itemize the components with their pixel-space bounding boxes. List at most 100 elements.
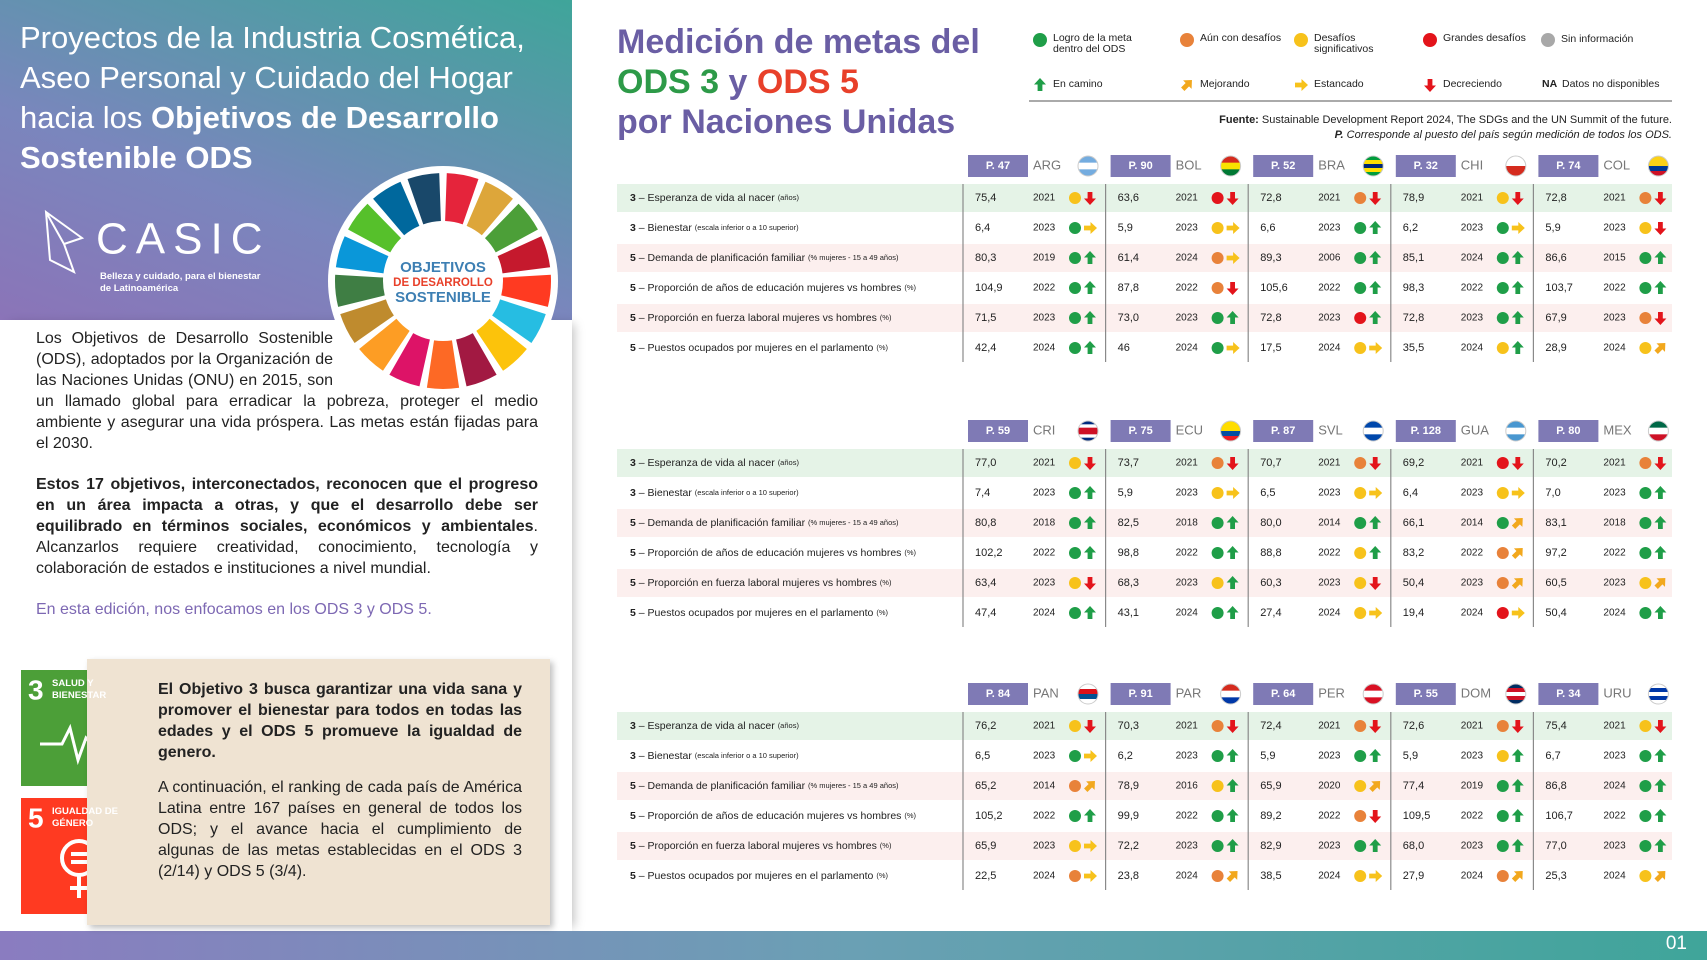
rank: P. 74 xyxy=(1556,160,1581,172)
row-bg xyxy=(617,569,1672,597)
row-label: 3 – Esperanza de vida al nacer (años) xyxy=(630,720,799,732)
cell-year: 2018 xyxy=(1033,518,1056,529)
flag-ring xyxy=(1647,683,1669,705)
status-dot xyxy=(1354,547,1367,559)
cell-year: 2021 xyxy=(1176,721,1199,732)
cell-year: 2018 xyxy=(1176,518,1199,529)
wheel-segment xyxy=(445,173,479,225)
cell-value: 72,8 xyxy=(1403,312,1424,324)
flag-stripe xyxy=(1220,169,1241,176)
cell-year: 2021 xyxy=(1033,193,1056,204)
trend-arrow xyxy=(1369,607,1383,619)
logo-name: CASIC xyxy=(96,215,270,264)
status-dot xyxy=(1639,607,1652,619)
cell-value: 66,1 xyxy=(1403,517,1424,529)
country-code: ECU xyxy=(1176,422,1203,437)
flag-stripe xyxy=(1220,690,1241,698)
row-goal: 5 xyxy=(630,312,636,324)
rank-box xyxy=(1538,155,1599,177)
cell-year: 2023 xyxy=(1176,313,1199,324)
status-dot xyxy=(1639,720,1652,732)
cell-value: 109,5 xyxy=(1403,810,1431,822)
status-dot xyxy=(1639,487,1652,499)
cell-year: 2024 xyxy=(1461,608,1484,619)
row-bg xyxy=(617,712,1672,740)
trend-arrow xyxy=(1511,281,1524,294)
wheel-label: DE DESARROLLO xyxy=(393,277,493,289)
trend-arrow xyxy=(1084,192,1096,205)
row-note: (%) xyxy=(876,608,888,617)
country-code: CHI xyxy=(1461,157,1483,172)
trend-arrow xyxy=(1369,781,1381,792)
cell-year: 2023 xyxy=(1461,841,1484,852)
cell-year: 2023 xyxy=(1603,488,1626,499)
status-dot xyxy=(1541,33,1555,47)
cell-year: 2018 xyxy=(1603,518,1626,529)
flag-stripe xyxy=(1648,684,1669,689)
status-dot xyxy=(1211,577,1224,589)
cell-year: 2022 xyxy=(1033,548,1056,559)
row-goal: 3 xyxy=(630,192,636,204)
title-line: ODS 3 y ODS 5 xyxy=(617,62,980,102)
legend-label: En camino xyxy=(1053,78,1103,90)
status-dot xyxy=(1354,312,1367,324)
row-goal: 3 xyxy=(630,487,636,499)
trend-arrow xyxy=(1369,457,1382,470)
legend-label: Desafíos significativos xyxy=(1314,32,1374,55)
cell-year: 2015 xyxy=(1603,253,1626,264)
rank: P. 34 xyxy=(1556,688,1581,700)
trend-arrow xyxy=(1654,222,1667,235)
rank: P. 91 xyxy=(1128,688,1152,700)
rank-box xyxy=(1253,683,1314,705)
cell-value: 65,9 xyxy=(975,840,996,852)
flag-stripe xyxy=(1505,156,1526,162)
flag-stripe xyxy=(1078,434,1098,438)
row-note: (escala inferior o a 10 superior) xyxy=(695,488,799,497)
goals-p2: A continuación, el ranking de cada país … xyxy=(158,779,522,880)
trend-arrow xyxy=(1511,871,1523,882)
cell-year: 2024 xyxy=(1176,871,1199,882)
flag-stripe xyxy=(1078,156,1098,163)
country-code: PAR xyxy=(1176,685,1202,700)
status-dot xyxy=(1639,282,1652,294)
flag-stripe xyxy=(1505,171,1526,176)
flag-stripe xyxy=(1505,688,1526,693)
status-dot xyxy=(1069,517,1081,529)
flag-stripe xyxy=(1078,162,1098,170)
cell-year: 2022 xyxy=(1033,811,1056,822)
cell-value: 98,3 xyxy=(1403,282,1424,294)
row-label: 3 – Esperanza de vida al nacer (años) xyxy=(630,457,799,469)
status-dot xyxy=(1069,720,1081,732)
row-goal: 5 xyxy=(630,252,636,264)
cell-value: 89,3 xyxy=(1260,252,1281,264)
status-dot xyxy=(1294,33,1308,47)
wheel-segment xyxy=(359,318,410,371)
status-dot xyxy=(1354,750,1367,762)
trend-arrow xyxy=(1511,548,1523,559)
legend-label: Datos no disponibles xyxy=(1562,78,1660,90)
cell-value: 65,2 xyxy=(975,780,996,792)
trend-arrow xyxy=(1226,252,1240,264)
flag-stripe xyxy=(1505,692,1526,697)
cell-year: 2024 xyxy=(1603,608,1626,619)
trend-arrow xyxy=(1226,576,1239,589)
flag-ring xyxy=(1220,420,1242,442)
title-text: Proyectos de la Industria Cosmética, Ase… xyxy=(20,20,525,135)
cell-year: 2022 xyxy=(1603,811,1626,822)
cell-year: 2023 xyxy=(1176,223,1199,234)
row-label: 5 – Proporción de años de educación muje… xyxy=(630,810,916,822)
cell-year: 2006 xyxy=(1318,253,1341,264)
legend-label: Grandes desafíos xyxy=(1443,32,1526,44)
trend-arrow xyxy=(1654,192,1667,205)
cell-year: 2022 xyxy=(1603,283,1626,294)
logo-tagline: Belleza y cuidado, para el bienestar de … xyxy=(100,271,261,294)
row-goal: 5 xyxy=(630,870,636,882)
legend-label: Estancado xyxy=(1314,78,1364,90)
trend-arrow xyxy=(1369,839,1382,852)
row-label: 3 – Bienestar (escala inferior o a 10 su… xyxy=(630,487,799,499)
status-dot xyxy=(1211,780,1224,792)
wheel-label: OBJETIVOS xyxy=(400,259,486,276)
cell-year: 2023 xyxy=(1318,751,1341,762)
cell-year: 2021 xyxy=(1603,458,1626,469)
country-code: CRI xyxy=(1033,422,1055,437)
